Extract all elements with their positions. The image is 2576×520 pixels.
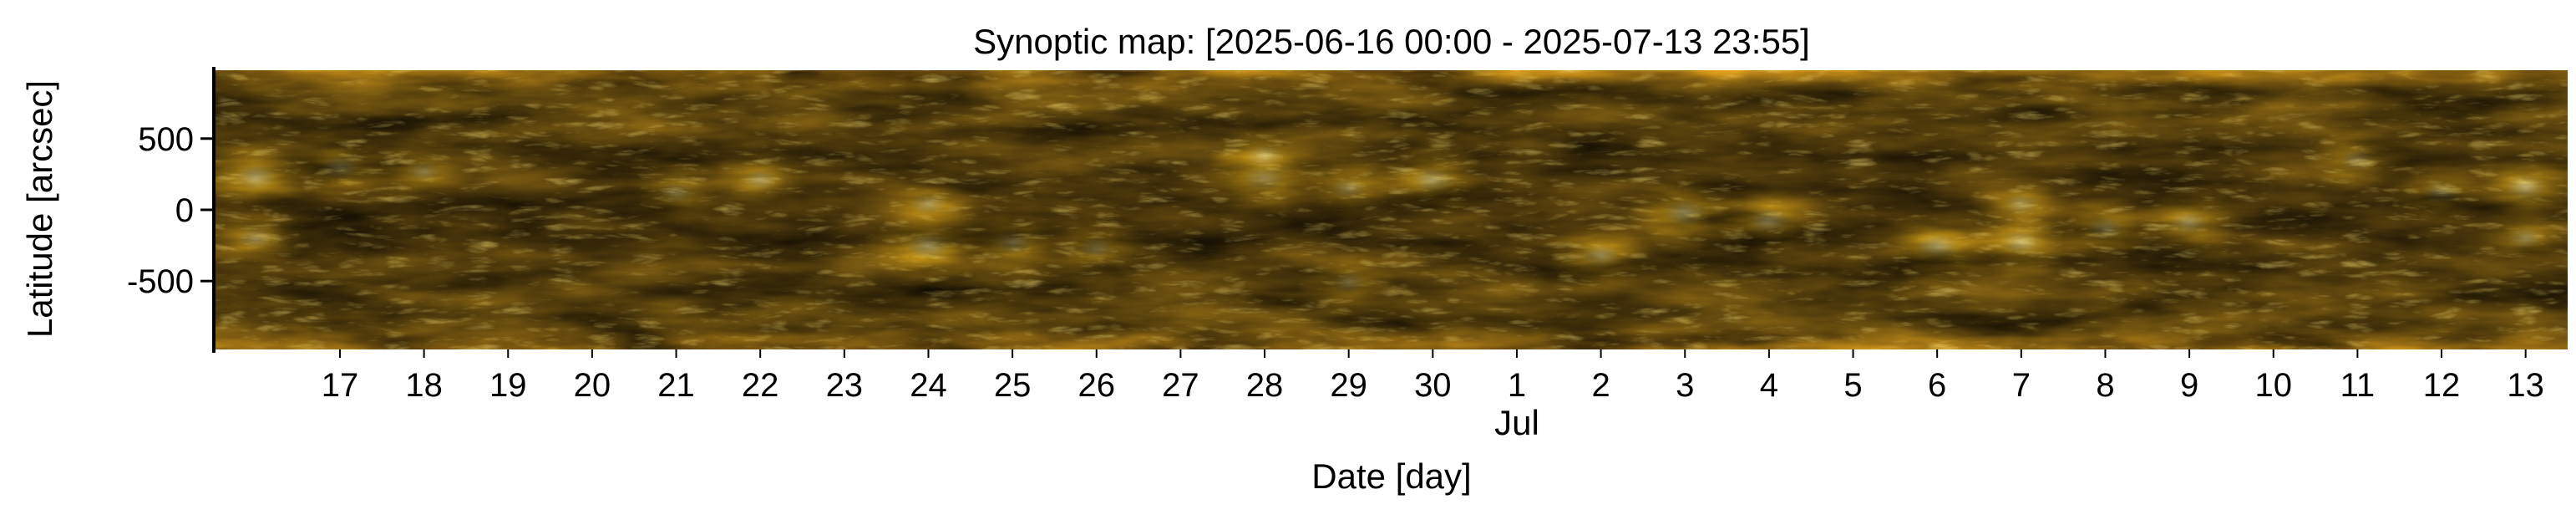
x-tick-label: 12 xyxy=(2423,367,2461,404)
x-tick-label: 3 xyxy=(1676,367,1694,404)
x-tick-label: 22 xyxy=(742,367,779,404)
y-tick-label: 500 xyxy=(138,121,194,158)
x-tick-label: 29 xyxy=(1330,367,1367,404)
y-tick-label: -500 xyxy=(127,263,194,300)
synoptic-heatmap xyxy=(214,70,2568,349)
x-tick-label: 13 xyxy=(2507,367,2544,404)
chart-title: Synoptic map: [2025-06-16 00:00 - 2025-0… xyxy=(973,22,1810,61)
y-axis-label: Latitude [arcsec] xyxy=(20,80,59,338)
x-tick-label: 1 xyxy=(1508,367,1526,404)
x-tick-label: 5 xyxy=(1843,367,1862,404)
x-tick-label: 8 xyxy=(2096,367,2114,404)
y-axis: 500 0 -500 xyxy=(127,67,216,353)
x-axis: 17 18 19 20 21 22 23 24 25 26 27 28 29 30 1 2 3 4 5 6 7 8 9 10 1… xyxy=(322,349,2544,404)
x-axis-month-label: Jul xyxy=(1494,403,1539,442)
x-axis-label: Date [day] xyxy=(1311,456,1471,496)
x-tick-label: 11 xyxy=(2340,367,2376,404)
x-tick-label: 20 xyxy=(574,367,611,404)
y-tick-label: 0 xyxy=(175,192,194,229)
x-tick-label: 7 xyxy=(2012,367,2031,404)
heatmap-fine-texture xyxy=(214,70,2568,349)
x-tick-label: 19 xyxy=(489,367,527,404)
x-tick-label: 24 xyxy=(910,367,947,404)
x-tick-label: 25 xyxy=(994,367,1032,404)
x-tick-label: 2 xyxy=(1591,367,1610,404)
x-tick-label: 27 xyxy=(1162,367,1199,404)
x-tick-label: 10 xyxy=(2255,367,2293,404)
x-tick-label: 26 xyxy=(1078,367,1116,404)
x-tick-label: 21 xyxy=(657,367,695,404)
x-tick-label: 23 xyxy=(826,367,864,404)
x-tick-label: 28 xyxy=(1246,367,1284,404)
x-tick-label: 18 xyxy=(405,367,443,404)
x-tick-label: 4 xyxy=(1760,367,1778,404)
x-tick-label: 30 xyxy=(1414,367,1452,404)
x-tick-label: 9 xyxy=(2180,367,2198,404)
x-tick-label: 6 xyxy=(1928,367,1946,404)
x-tick-label: 17 xyxy=(322,367,359,404)
